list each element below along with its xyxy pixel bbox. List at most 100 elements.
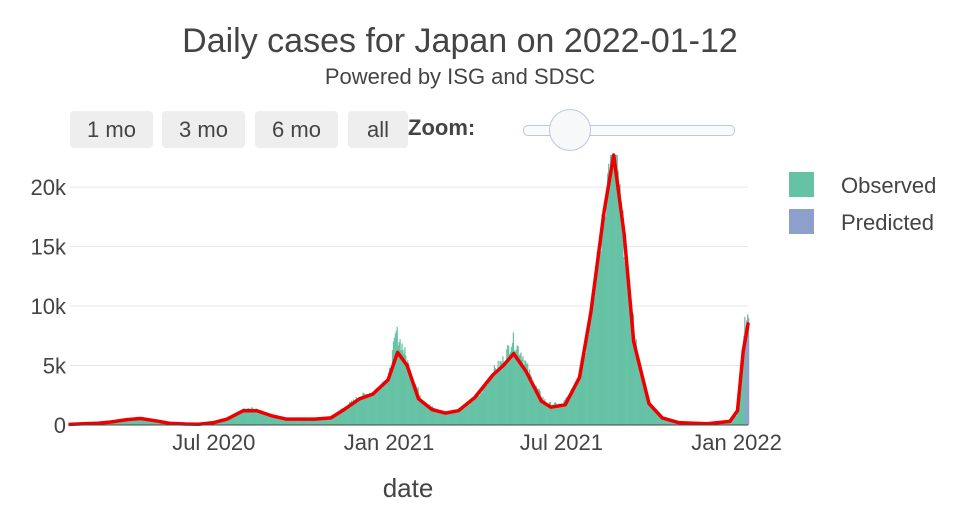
bar-observed — [591, 303, 594, 425]
bar-observed — [485, 385, 487, 425]
bar-observed — [363, 393, 365, 425]
range-button-6-months[interactable]: 6 mo — [255, 111, 338, 148]
bar-observed — [296, 418, 298, 425]
bar-observed — [638, 361, 640, 425]
bar-observed — [743, 335, 745, 425]
bar-observed — [283, 418, 285, 425]
bar-observed — [650, 406, 653, 425]
bar-observed — [350, 400, 353, 425]
bar-observed — [312, 417, 315, 425]
bar-observed — [620, 201, 622, 425]
bar-observed — [482, 386, 484, 425]
range-button-all[interactable]: all — [348, 111, 408, 148]
bar-observed — [126, 420, 128, 425]
bar-observed — [443, 412, 445, 425]
bar-observed — [131, 418, 134, 425]
bar-observed — [223, 420, 225, 425]
bar-observed — [415, 385, 417, 425]
bar-observed — [409, 374, 412, 425]
bar-observed — [232, 415, 235, 425]
bar-observed — [447, 410, 449, 425]
bar-observed — [381, 387, 383, 425]
bar-observed — [270, 414, 273, 425]
bar-observed — [504, 362, 506, 425]
bar-observed — [127, 419, 129, 425]
range-button-1-month[interactable]: 1 mo — [70, 111, 153, 148]
zoom-label: Zoom: — [408, 115, 476, 140]
bar-observed — [658, 413, 660, 425]
bar-observed — [130, 419, 133, 425]
bar-observed — [146, 418, 148, 425]
bar-observed — [520, 352, 522, 425]
bar-observed — [246, 409, 248, 425]
bar-observed — [157, 421, 159, 425]
bar-observed — [361, 396, 363, 425]
bar-observed — [452, 409, 455, 425]
bar-observed — [615, 155, 617, 425]
bar-observed — [382, 381, 384, 425]
bar-observed — [660, 416, 662, 425]
bar-observed — [156, 421, 158, 425]
bar-observed — [488, 379, 490, 425]
bar-observed — [400, 350, 402, 425]
bar-observed — [325, 416, 327, 425]
bar-predicted — [745, 329, 747, 425]
bar-observed — [344, 406, 346, 425]
bar-observed — [495, 371, 497, 425]
bar-observed — [326, 417, 328, 425]
bar-observed — [480, 390, 482, 425]
bar-observed — [563, 400, 565, 425]
zoom-slider-thumb[interactable] — [548, 109, 591, 151]
bar-observed — [513, 350, 515, 425]
bar-observed — [117, 420, 119, 425]
bar-observed — [569, 391, 572, 425]
range-button-3-months[interactable]: 3 mo — [162, 111, 245, 148]
bar-observed — [158, 421, 160, 425]
bar-observed — [500, 361, 502, 425]
bar-observed — [214, 423, 216, 425]
bar-observed — [722, 422, 724, 425]
bar-observed — [515, 349, 517, 425]
bar-observed — [533, 386, 535, 425]
bar-observed — [598, 253, 600, 425]
bar-observed — [159, 422, 161, 425]
bar-observed — [417, 387, 419, 425]
bar-observed — [136, 416, 138, 425]
bar-observed — [508, 345, 510, 425]
bar-observed — [345, 406, 347, 425]
bar-observed — [541, 398, 543, 425]
bar-observed — [419, 395, 421, 425]
bar-observed — [409, 374, 411, 425]
bar-observed — [291, 418, 294, 425]
bar-observed — [448, 411, 450, 425]
bar-observed — [275, 416, 277, 425]
bar-observed — [335, 413, 337, 425]
bar-observed — [624, 262, 626, 425]
bar-observed — [668, 419, 670, 425]
bar-observed — [731, 418, 734, 425]
x-axis-label: date — [383, 473, 434, 503]
bar-observed — [505, 361, 507, 425]
bar-observed — [408, 363, 410, 425]
bar-observed — [378, 390, 380, 425]
bar-observed — [338, 412, 340, 425]
bar-observed — [237, 412, 239, 425]
zoom-slider-track[interactable] — [523, 125, 735, 136]
bar-observed — [603, 223, 605, 425]
bar-observed — [539, 391, 541, 425]
bar-observed — [445, 411, 447, 425]
bar-observed — [118, 420, 120, 425]
bar-observed — [222, 420, 224, 425]
bar-observed — [343, 407, 345, 425]
bar-observed — [248, 407, 250, 425]
bar-observed — [455, 410, 457, 425]
bar-observed — [488, 378, 491, 425]
bar-observed — [527, 363, 529, 425]
bar-observed — [438, 411, 440, 425]
bar-observed — [462, 407, 464, 425]
bar-observed — [242, 411, 244, 425]
bar-observed — [317, 418, 319, 425]
bar-observed — [545, 402, 547, 425]
bar-observed — [261, 412, 263, 425]
bar-observed — [224, 420, 226, 425]
